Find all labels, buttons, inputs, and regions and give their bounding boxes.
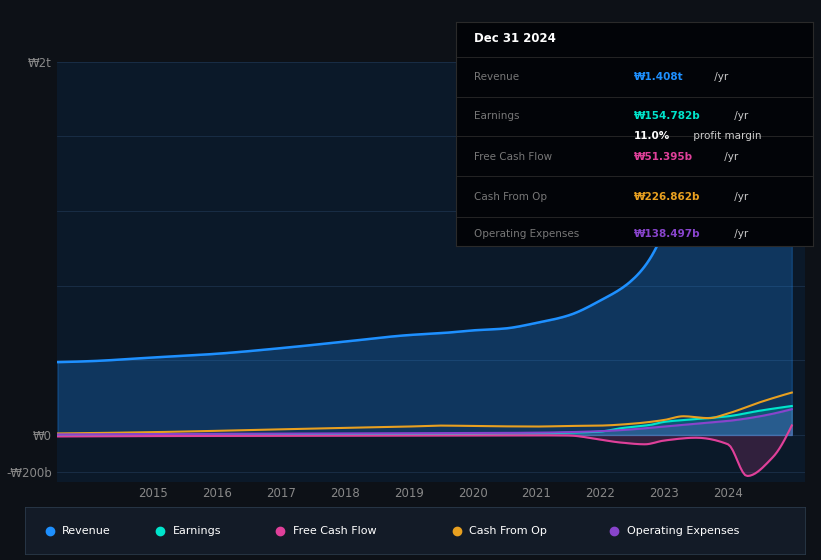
Text: Cash From Op: Cash From Op — [470, 526, 547, 535]
Text: Dec 31 2024: Dec 31 2024 — [474, 31, 555, 45]
Text: Revenue: Revenue — [62, 526, 111, 535]
Text: ₩1.408t: ₩1.408t — [635, 72, 684, 82]
Text: 11.0%: 11.0% — [635, 130, 671, 141]
Text: /yr: /yr — [711, 72, 728, 82]
Text: Revenue: Revenue — [474, 72, 519, 82]
Text: Operating Expenses: Operating Expenses — [626, 526, 739, 535]
Text: Earnings: Earnings — [172, 526, 222, 535]
Text: /yr: /yr — [722, 152, 739, 162]
Text: Earnings: Earnings — [474, 111, 519, 122]
Text: Free Cash Flow: Free Cash Flow — [474, 152, 552, 162]
Text: ₩226.862b: ₩226.862b — [635, 192, 700, 202]
Text: ₩154.782b: ₩154.782b — [635, 111, 701, 122]
Text: /yr: /yr — [732, 111, 749, 122]
Text: /yr: /yr — [732, 192, 749, 202]
Text: Free Cash Flow: Free Cash Flow — [293, 526, 377, 535]
Text: ₩51.395b: ₩51.395b — [635, 152, 694, 162]
Text: Operating Expenses: Operating Expenses — [474, 229, 579, 239]
Text: /yr: /yr — [732, 229, 749, 239]
Text: profit margin: profit margin — [690, 130, 761, 141]
Text: ₩138.497b: ₩138.497b — [635, 229, 701, 239]
Text: Cash From Op: Cash From Op — [474, 192, 547, 202]
